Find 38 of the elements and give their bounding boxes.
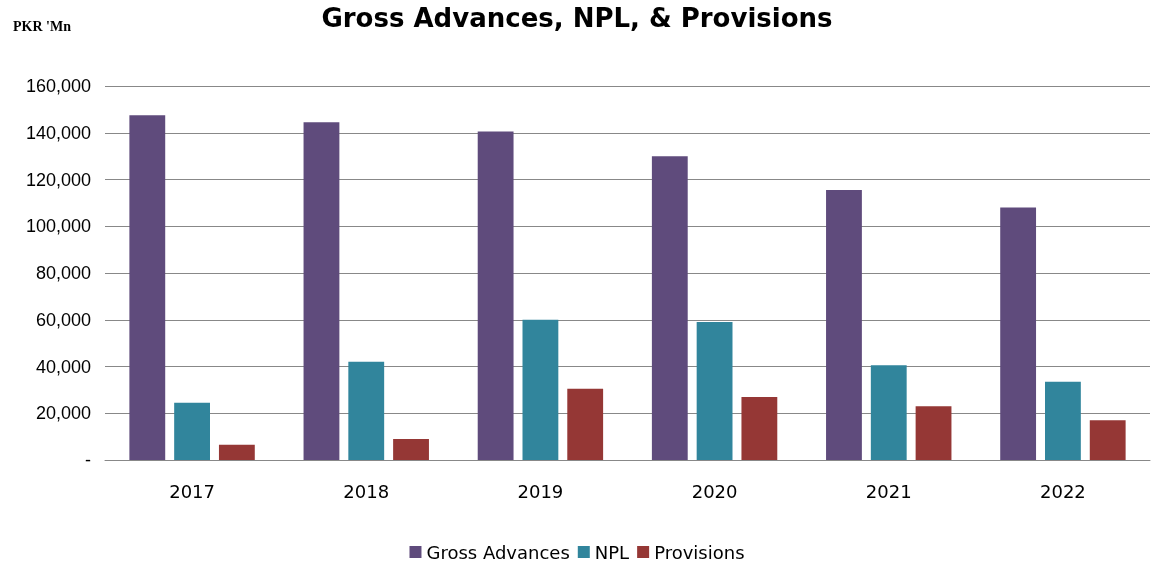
- bar: [915, 406, 952, 460]
- chart-title: Gross Advances, NPL, & Provisions: [321, 3, 833, 33]
- bar: [174, 402, 210, 460]
- bar: [567, 388, 604, 460]
- x-tick-label: 2019: [517, 480, 564, 502]
- bar: [741, 396, 778, 460]
- bar: [1089, 420, 1126, 460]
- bar: [218, 444, 255, 460]
- bar: [1000, 207, 1037, 460]
- y-tick-label: -: [85, 450, 91, 470]
- y-tick-label: 160,000: [25, 76, 91, 96]
- bar: [477, 131, 514, 460]
- legend-label: Gross Advances: [426, 541, 570, 563]
- bar: [696, 322, 733, 460]
- x-tick-label: 2020: [691, 480, 738, 502]
- y-axis-title: PKR 'Mn: [13, 18, 72, 34]
- x-tick-label: 2022: [1040, 480, 1086, 502]
- y-tick-label: 40,000: [35, 356, 91, 377]
- bar: [348, 361, 385, 460]
- y-tick-label: 120,000: [25, 169, 91, 190]
- x-tick-label: 2021: [865, 480, 912, 502]
- legend-label: Provisions: [654, 541, 745, 563]
- bar: [651, 156, 688, 460]
- bar: [393, 438, 429, 460]
- bar: [870, 365, 907, 460]
- y-tick-label: 60,000: [35, 309, 91, 330]
- bar: [1045, 381, 1081, 460]
- bar: [129, 115, 166, 460]
- bar: [303, 122, 340, 460]
- y-tick-label: 100,000: [25, 216, 91, 237]
- x-tick-label: 2017: [169, 480, 215, 502]
- y-tick-label: 80,000: [35, 263, 91, 283]
- y-tick-label: 20,000: [35, 403, 91, 424]
- bar: [522, 319, 559, 460]
- legend-label: NPL: [594, 541, 630, 563]
- x-tick-label: 2018: [343, 480, 390, 502]
- y-tick-label: 140,000: [25, 122, 91, 143]
- bar: [826, 190, 862, 460]
